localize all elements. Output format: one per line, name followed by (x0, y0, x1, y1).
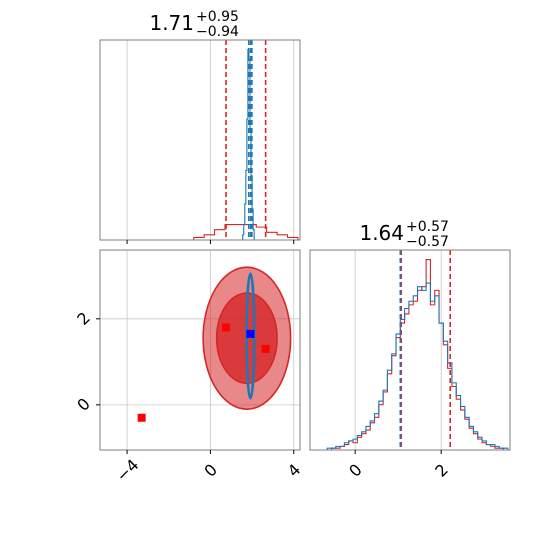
tl-title-plus: +0.95 (196, 9, 239, 25)
br-histogram-series_b (310, 282, 509, 450)
bl-tick-label-x: 4 (284, 460, 305, 481)
bl-tick-label-y: 0 (73, 394, 94, 415)
bl-tick-label-x: −4 (112, 455, 142, 485)
br-tick-label-x: 2 (431, 460, 452, 481)
bl-tick-label-y: 2 (73, 308, 94, 329)
tl-frame (99, 39, 301, 241)
br-title-minus: −0.57 (406, 234, 449, 250)
bl-marker-marker_a-1 (261, 344, 270, 353)
br-frame (309, 249, 511, 451)
bl-marker-marker_a-2 (137, 413, 146, 422)
br-tick-label-x: 0 (345, 460, 366, 481)
br-title-plus: +0.57 (406, 219, 449, 235)
br-title-value: 1.64 (359, 221, 404, 245)
bl-marker-marker_b-3 (246, 329, 255, 338)
bl-tick-label-x: 0 (200, 460, 221, 481)
tl-title-value: 1.71 (149, 11, 194, 35)
bl-frame (99, 249, 301, 451)
br-histogram-series_a (310, 258, 508, 450)
tl-title-minus: −0.94 (196, 24, 239, 40)
bl-marker-marker_a-0 (222, 323, 231, 332)
tl-histogram-series_a (100, 224, 299, 240)
